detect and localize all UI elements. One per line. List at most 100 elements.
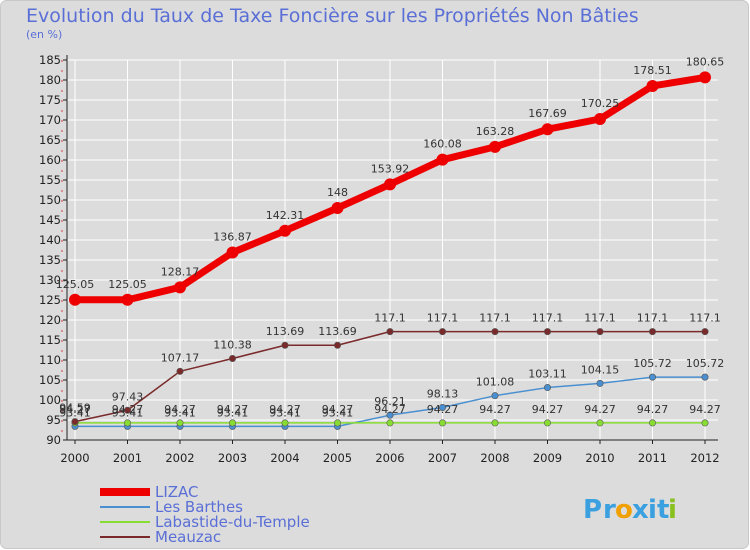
- data-label: 94.27: [427, 403, 459, 416]
- data-label: 94.27: [112, 403, 144, 416]
- data-point: [541, 123, 554, 136]
- logo-letter: i: [668, 495, 677, 525]
- data-label: 113.69: [266, 325, 305, 338]
- data-point: [436, 153, 449, 166]
- data-label: 97.43: [112, 390, 144, 403]
- data-label: 136.87: [213, 231, 252, 244]
- data-point: [333, 341, 341, 349]
- logo-letter: i: [648, 495, 657, 525]
- y-tick-label: 150: [39, 193, 61, 207]
- logo-letter: P: [583, 495, 602, 525]
- data-label: 98.13: [427, 387, 459, 400]
- data-point: [176, 367, 184, 375]
- y-tick-label: 135: [39, 253, 61, 267]
- logo-letter: o: [615, 495, 633, 525]
- data-label: 93.41: [269, 406, 301, 419]
- x-tick-label: 2002: [165, 451, 194, 465]
- data-point: [596, 419, 604, 427]
- data-point: [648, 373, 656, 381]
- data-point: [489, 140, 501, 153]
- data-point: [701, 328, 709, 336]
- y-tick-label: 180: [39, 73, 61, 87]
- data-point: [701, 419, 709, 427]
- data-point: [386, 328, 394, 336]
- data-point: [386, 411, 394, 419]
- data-point: [226, 246, 239, 259]
- data-point: [124, 419, 132, 427]
- data-label: 94.27: [374, 403, 406, 416]
- x-tick-label: 2007: [428, 451, 457, 465]
- data-point: [124, 406, 132, 414]
- data-label: 96.21: [374, 395, 406, 408]
- data-point: [438, 328, 446, 336]
- y-tick-label: 165: [39, 133, 61, 147]
- legend-label: Les Barthes: [155, 498, 243, 516]
- data-label: 170.25: [581, 97, 620, 110]
- data-point: [646, 79, 659, 92]
- logo-letter: x: [632, 495, 649, 525]
- data-point: [491, 419, 499, 427]
- data-point: [491, 392, 499, 400]
- data-label: 105.72: [633, 357, 672, 370]
- data-point: [386, 419, 394, 427]
- y-tick-label: 115: [39, 333, 61, 347]
- data-label: 94.27: [479, 403, 511, 416]
- data-point: [174, 281, 186, 294]
- data-point: [701, 373, 709, 381]
- data-label: 93.41: [112, 406, 144, 419]
- y-tick-label: 125: [39, 293, 61, 307]
- y-tick-label: 130: [39, 273, 61, 287]
- data-label: 167.69: [528, 107, 567, 120]
- data-label: 94.27: [689, 403, 721, 416]
- data-point: [699, 71, 711, 84]
- data-label: 180.65: [686, 55, 725, 68]
- chart-title: Evolution du Taux de Taxe Foncière sur l…: [26, 5, 639, 27]
- data-point: [596, 328, 604, 336]
- data-labels: 125.05 125.05 128.17 136.87 142.31 148 153.92 1…: [56, 55, 725, 419]
- y-tick-label: 185: [39, 53, 61, 67]
- data-label: 117.1: [584, 312, 616, 325]
- legend-label: LIZAC: [155, 483, 199, 501]
- series-lines: [69, 71, 711, 430]
- y-tick-label: 145: [39, 213, 61, 227]
- x-tick-label: 2004: [270, 451, 299, 465]
- data-point: [384, 178, 396, 191]
- logo-letter: t: [657, 495, 669, 525]
- y-tick-label: 110: [39, 353, 61, 367]
- x-tick-label: 2011: [638, 451, 667, 465]
- x-tick-label: 2003: [218, 451, 247, 465]
- data-label: 94.27: [59, 403, 91, 416]
- data-point: [543, 328, 551, 336]
- logo-letter: r: [603, 495, 616, 525]
- legend-label: Meauzac: [155, 528, 221, 546]
- x-tick-label: 2009: [533, 451, 562, 465]
- y-tick-label: 95: [46, 413, 61, 427]
- data-label: 94.27: [532, 403, 564, 416]
- y-tick-label: 100: [39, 393, 61, 407]
- data-label: 163.28: [476, 125, 515, 138]
- y-tick-label: 155: [39, 173, 61, 187]
- data-label: 94.27: [164, 403, 196, 416]
- axes: 90 95 100 105 110 115 120 125 130 135 140 145 150 155…: [39, 53, 720, 465]
- data-label: 178.51: [633, 64, 672, 77]
- data-point: [281, 419, 289, 427]
- x-tick-label: 2006: [375, 451, 404, 465]
- data-point: [438, 403, 446, 411]
- data-point: [71, 418, 79, 426]
- x-tick-label: 2012: [690, 451, 719, 465]
- data-point: [279, 224, 291, 237]
- data-point: [648, 419, 656, 427]
- data-label: 117.1: [637, 312, 669, 325]
- data-label: 117.1: [532, 312, 564, 325]
- data-label: 125.05: [108, 278, 147, 291]
- data-point: [596, 379, 604, 387]
- x-tick-label: 2010: [585, 451, 614, 465]
- data-label: 101.08: [476, 376, 515, 389]
- y-tick-label: 175: [39, 93, 61, 107]
- data-label: 117.1: [374, 312, 406, 325]
- data-point: [229, 354, 237, 362]
- data-label: 117.1: [479, 312, 511, 325]
- x-tick-label: 2000: [60, 451, 89, 465]
